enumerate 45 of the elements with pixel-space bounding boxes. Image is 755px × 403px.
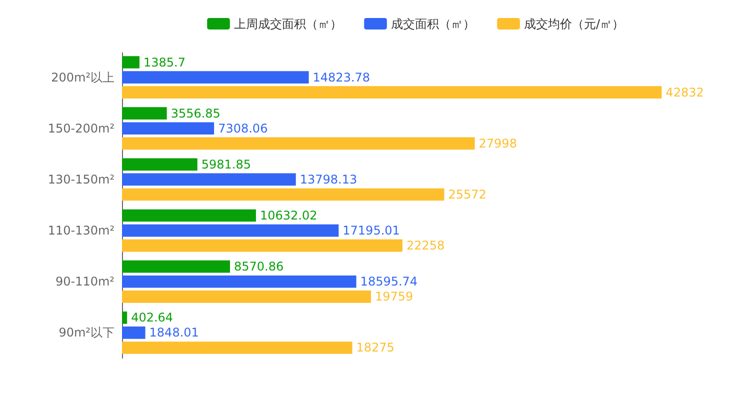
y-tick-label: 90-110m²	[55, 274, 115, 289]
data-label: 3556.85	[170, 106, 220, 120]
bar	[122, 107, 167, 120]
bar	[122, 188, 444, 201]
bar	[122, 290, 371, 303]
data-label: 42832	[666, 85, 704, 100]
y-tick-label: 130-150m²	[48, 172, 115, 186]
data-label: 18275	[356, 340, 394, 355]
y-tick-label: 90m²以下	[58, 326, 114, 340]
bar	[122, 71, 309, 84]
data-label: 22258	[406, 238, 445, 253]
data-label: 18595.74	[360, 274, 418, 289]
bar	[122, 158, 198, 171]
data-label: 1385.7	[143, 55, 186, 70]
bar	[122, 173, 296, 186]
data-label: 19759	[374, 290, 414, 304]
bar	[122, 312, 128, 324]
data-label: 402.64	[131, 310, 174, 325]
data-label: 5981.85	[201, 157, 251, 172]
legend-label: 上周成交面积（㎡）	[234, 16, 342, 31]
bar	[122, 260, 230, 273]
y-tick-label: 110-130m²	[48, 224, 115, 238]
data-label: 7308.06	[218, 121, 268, 136]
data-label: 27998	[478, 136, 517, 150]
bar	[122, 137, 475, 150]
data-label: 10632.02	[260, 208, 318, 223]
bar	[122, 239, 402, 252]
bar	[122, 275, 356, 288]
bar	[122, 326, 146, 339]
bar	[122, 224, 339, 237]
bar	[122, 209, 256, 222]
data-label: 25572	[448, 187, 486, 202]
y-tick-label: 150-200m²	[48, 121, 115, 136]
bar	[122, 342, 352, 354]
data-label: 8570.86	[234, 260, 284, 274]
bar	[122, 86, 662, 98]
bar	[122, 56, 140, 68]
bar	[122, 122, 214, 135]
data-label: 13798.13	[300, 172, 358, 186]
data-label: 17195.01	[342, 224, 400, 238]
legend-label: 成交面积（㎡）	[391, 16, 475, 31]
legend-label: 成交均价（元/㎡）	[524, 16, 624, 31]
data-label: 1848.01	[149, 326, 199, 340]
y-tick-label: 200m²以上	[51, 70, 114, 84]
data-label: 14823.78	[312, 70, 370, 84]
